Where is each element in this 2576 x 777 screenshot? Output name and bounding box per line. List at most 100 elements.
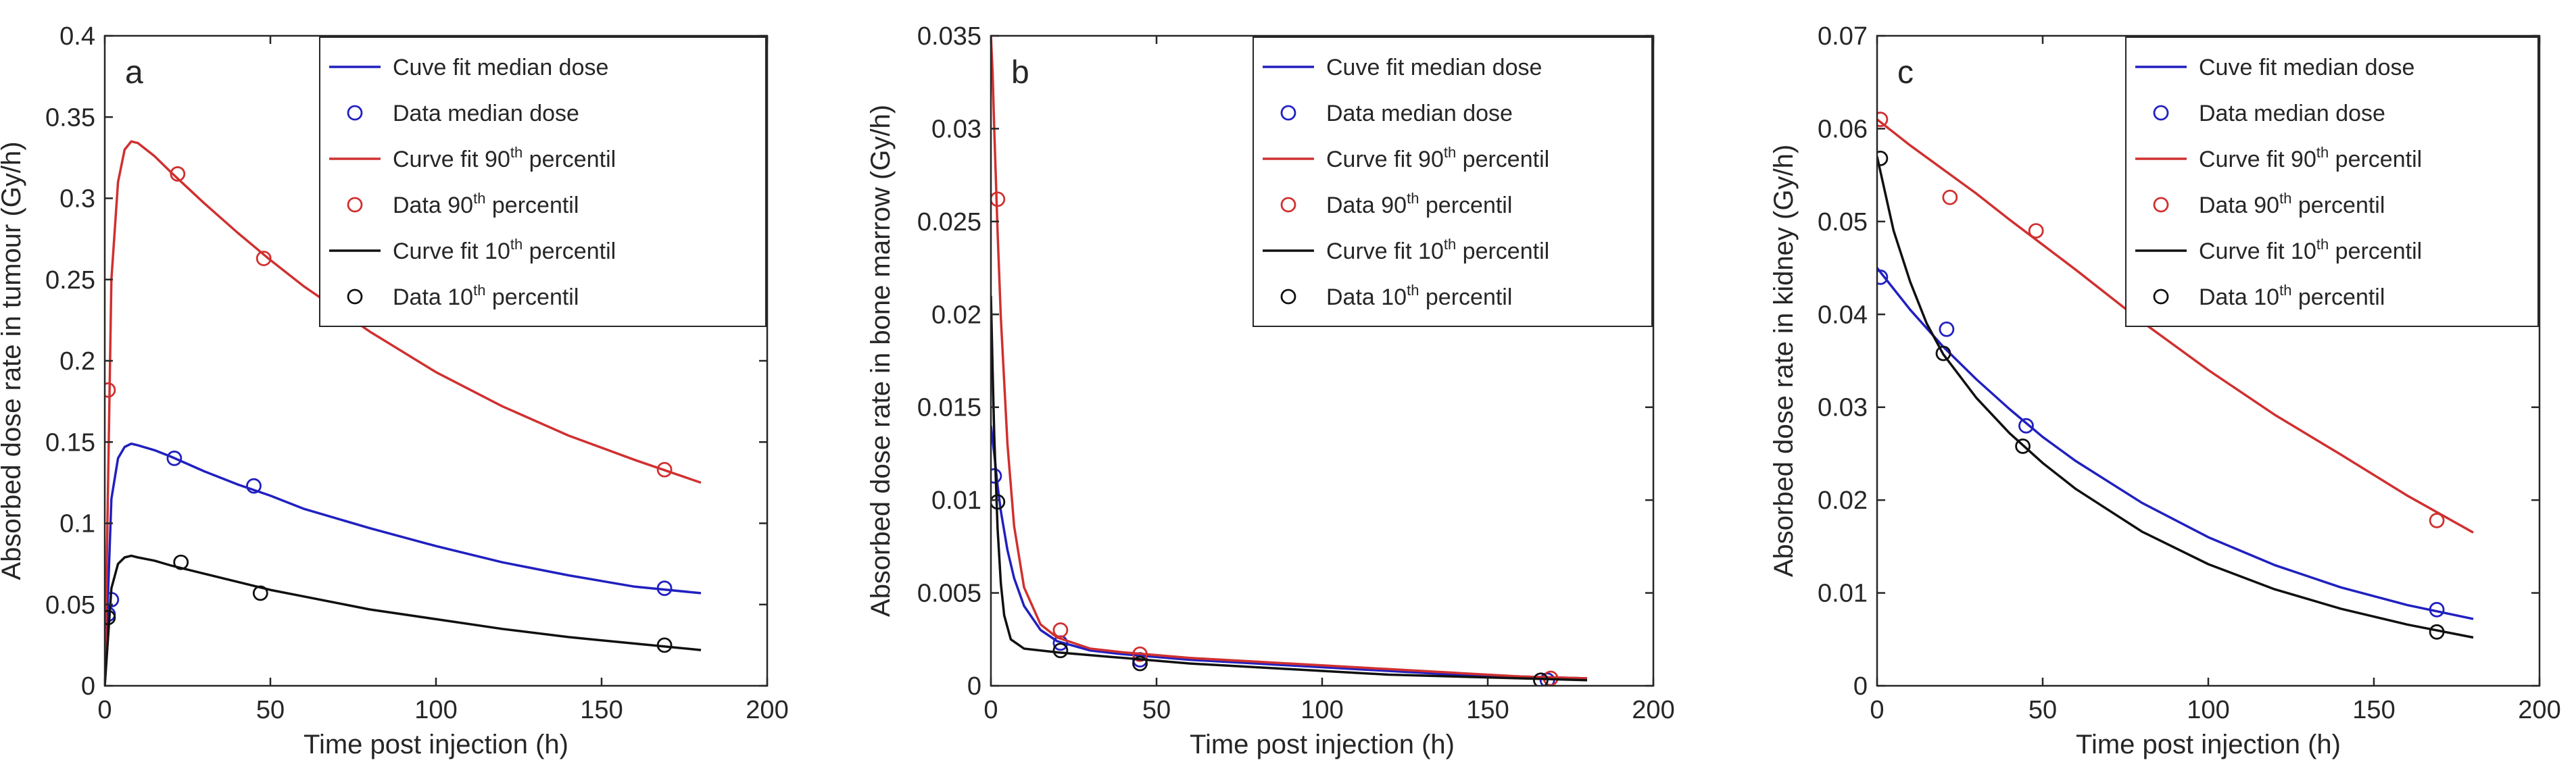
legend-entry-label: Curve fit 10th percentil — [1326, 236, 1549, 264]
x-tick-label: 200 — [2518, 696, 2560, 724]
y-tick-label: 0.35 — [45, 103, 95, 132]
data-point — [1052, 622, 1069, 638]
y-tick-label: 0.02 — [931, 301, 981, 329]
data-point — [1533, 672, 1549, 686]
data-point — [1132, 655, 1148, 672]
x-tick-label: 100 — [1301, 696, 1343, 724]
fit-curve-p90 — [991, 36, 1588, 680]
data-point — [166, 450, 183, 466]
legend-entry-label: Data median dose — [1326, 101, 1513, 126]
y-tick-label: 0.01 — [1818, 580, 1868, 608]
legend-entry-label: Data 90th percentil — [2199, 190, 2385, 218]
data-point — [2429, 601, 2445, 618]
data-point — [991, 494, 1006, 510]
x-tick-label: 200 — [1632, 696, 1674, 724]
y-tick-label: 0.4 — [59, 22, 95, 51]
y-tick-label: 0.02 — [1818, 486, 1868, 515]
legend-marker-swatch — [1280, 289, 1296, 305]
legend-box — [1253, 36, 1653, 327]
x-tick-label: 0 — [1870, 696, 1884, 724]
x-tick-label: 50 — [2028, 696, 2057, 724]
data-point — [170, 166, 186, 182]
plot-area — [105, 140, 702, 686]
y-axis-label: Absorbed dose rate in tumour (Gy/h) — [0, 141, 26, 580]
y-tick-label: 0.2 — [59, 347, 95, 376]
x-tick-label: 50 — [1142, 696, 1171, 724]
y-tick-label: 0.06 — [1818, 115, 1868, 143]
legend-entry-label: Curve fit 10th percentil — [2199, 236, 2422, 264]
data-point — [1935, 345, 1951, 361]
data-point — [656, 461, 673, 478]
legend-entry-label: Data 10th percentil — [393, 282, 579, 310]
x-tick-label: 150 — [1466, 696, 1509, 724]
fit-curve-median — [105, 442, 702, 686]
y-tick-label: 0.25 — [45, 266, 95, 295]
data-point — [991, 191, 1006, 207]
fit-curve-median — [991, 425, 1588, 680]
panel-b: Absorbed dose rate in bone marrow (Gy/h)… — [866, 22, 1675, 759]
data-point — [656, 580, 673, 597]
y-tick-label: 0.03 — [931, 115, 981, 143]
y-tick-label: 0.05 — [1818, 208, 1868, 236]
fit-curve-p10 — [105, 554, 702, 686]
legend-box — [319, 36, 767, 327]
y-tick-label: 0.05 — [45, 591, 95, 620]
x-tick-label: 50 — [256, 696, 285, 724]
data-point — [2028, 223, 2044, 239]
legend: Cuve fit median dose Data median dose Curv… — [1253, 36, 1653, 327]
legend-entry-label: Data 10th percentil — [1326, 282, 1512, 310]
y-tick-label: 0.03 — [1818, 394, 1868, 422]
legend-entry-label: Cuve fit median dose — [393, 55, 608, 80]
panel-a: Absorbed dose rate in tumour (Gy/h) Time… — [0, 22, 789, 759]
legend-entry-label: Curve fit 90th percentil — [1326, 144, 1549, 172]
legend: Cuve fit median dose Data median dose Curv… — [2125, 36, 2539, 327]
x-tick-label: 0 — [983, 696, 998, 724]
data-point — [991, 468, 1002, 484]
fit-curve-p10 — [991, 295, 1588, 682]
x-axis-label: Time post injection (h) — [1190, 730, 1455, 759]
y-axis-label: Absorbed dose rate in kidney (Gy/h) — [1769, 145, 1799, 577]
data-point — [252, 585, 268, 601]
data-point — [1877, 269, 1889, 285]
fit-curve-p90 — [105, 140, 702, 686]
plot-area — [1877, 111, 2474, 640]
data-point — [2429, 624, 2445, 640]
legend-marker-swatch — [347, 105, 363, 121]
legend-marker-swatch — [2153, 197, 2169, 213]
y-tick-label: 0.15 — [45, 428, 95, 457]
data-point — [1132, 646, 1148, 662]
legend-entry-label: Curve fit 10th percentil — [393, 236, 616, 264]
panel-c: Absorbed dose rate in kidney (Gy/h) Time… — [1769, 22, 2561, 759]
legend-marker-swatch — [2153, 105, 2169, 121]
y-tick-label: 0 — [1853, 672, 1868, 701]
legend-box — [2125, 36, 2539, 327]
y-tick-label: 0.01 — [931, 486, 981, 515]
data-point — [1877, 151, 1889, 166]
legend-marker-swatch — [347, 197, 363, 213]
legend-entry-label: Curve fit 90th percentil — [393, 144, 616, 172]
x-tick-label: 150 — [580, 696, 623, 724]
y-tick-label: 0.025 — [917, 208, 981, 236]
plot-area — [991, 36, 1588, 686]
x-tick-label: 100 — [2187, 696, 2229, 724]
x-axis-label: Time post injection (h) — [303, 730, 568, 759]
panel-letter: b — [1011, 55, 1029, 91]
x-tick-label: 100 — [414, 696, 457, 724]
y-tick-label: 0.015 — [917, 394, 981, 422]
y-axis-label: Absorbed dose rate in bone marrow (Gy/h) — [866, 105, 896, 617]
fit-curve-p90 — [1877, 118, 2474, 534]
y-tick-label: 0.035 — [917, 22, 981, 51]
data-point — [173, 554, 189, 570]
fit-curve-p10 — [1877, 156, 2474, 639]
legend-entry-label: Data median dose — [2199, 101, 2385, 126]
y-tick-label: 0 — [81, 672, 95, 701]
data-point — [1877, 111, 1889, 128]
legend-entry-label: Cuve fit median dose — [2199, 55, 2414, 80]
y-tick-label: 0.04 — [1818, 301, 1868, 329]
legend-entry-label: Data 90th percentil — [1326, 190, 1512, 218]
data-point — [256, 251, 272, 266]
data-point — [105, 609, 116, 626]
y-tick-label: 0.3 — [59, 185, 95, 214]
data-point — [1942, 189, 1958, 205]
y-tick-label: 0.005 — [917, 580, 981, 608]
